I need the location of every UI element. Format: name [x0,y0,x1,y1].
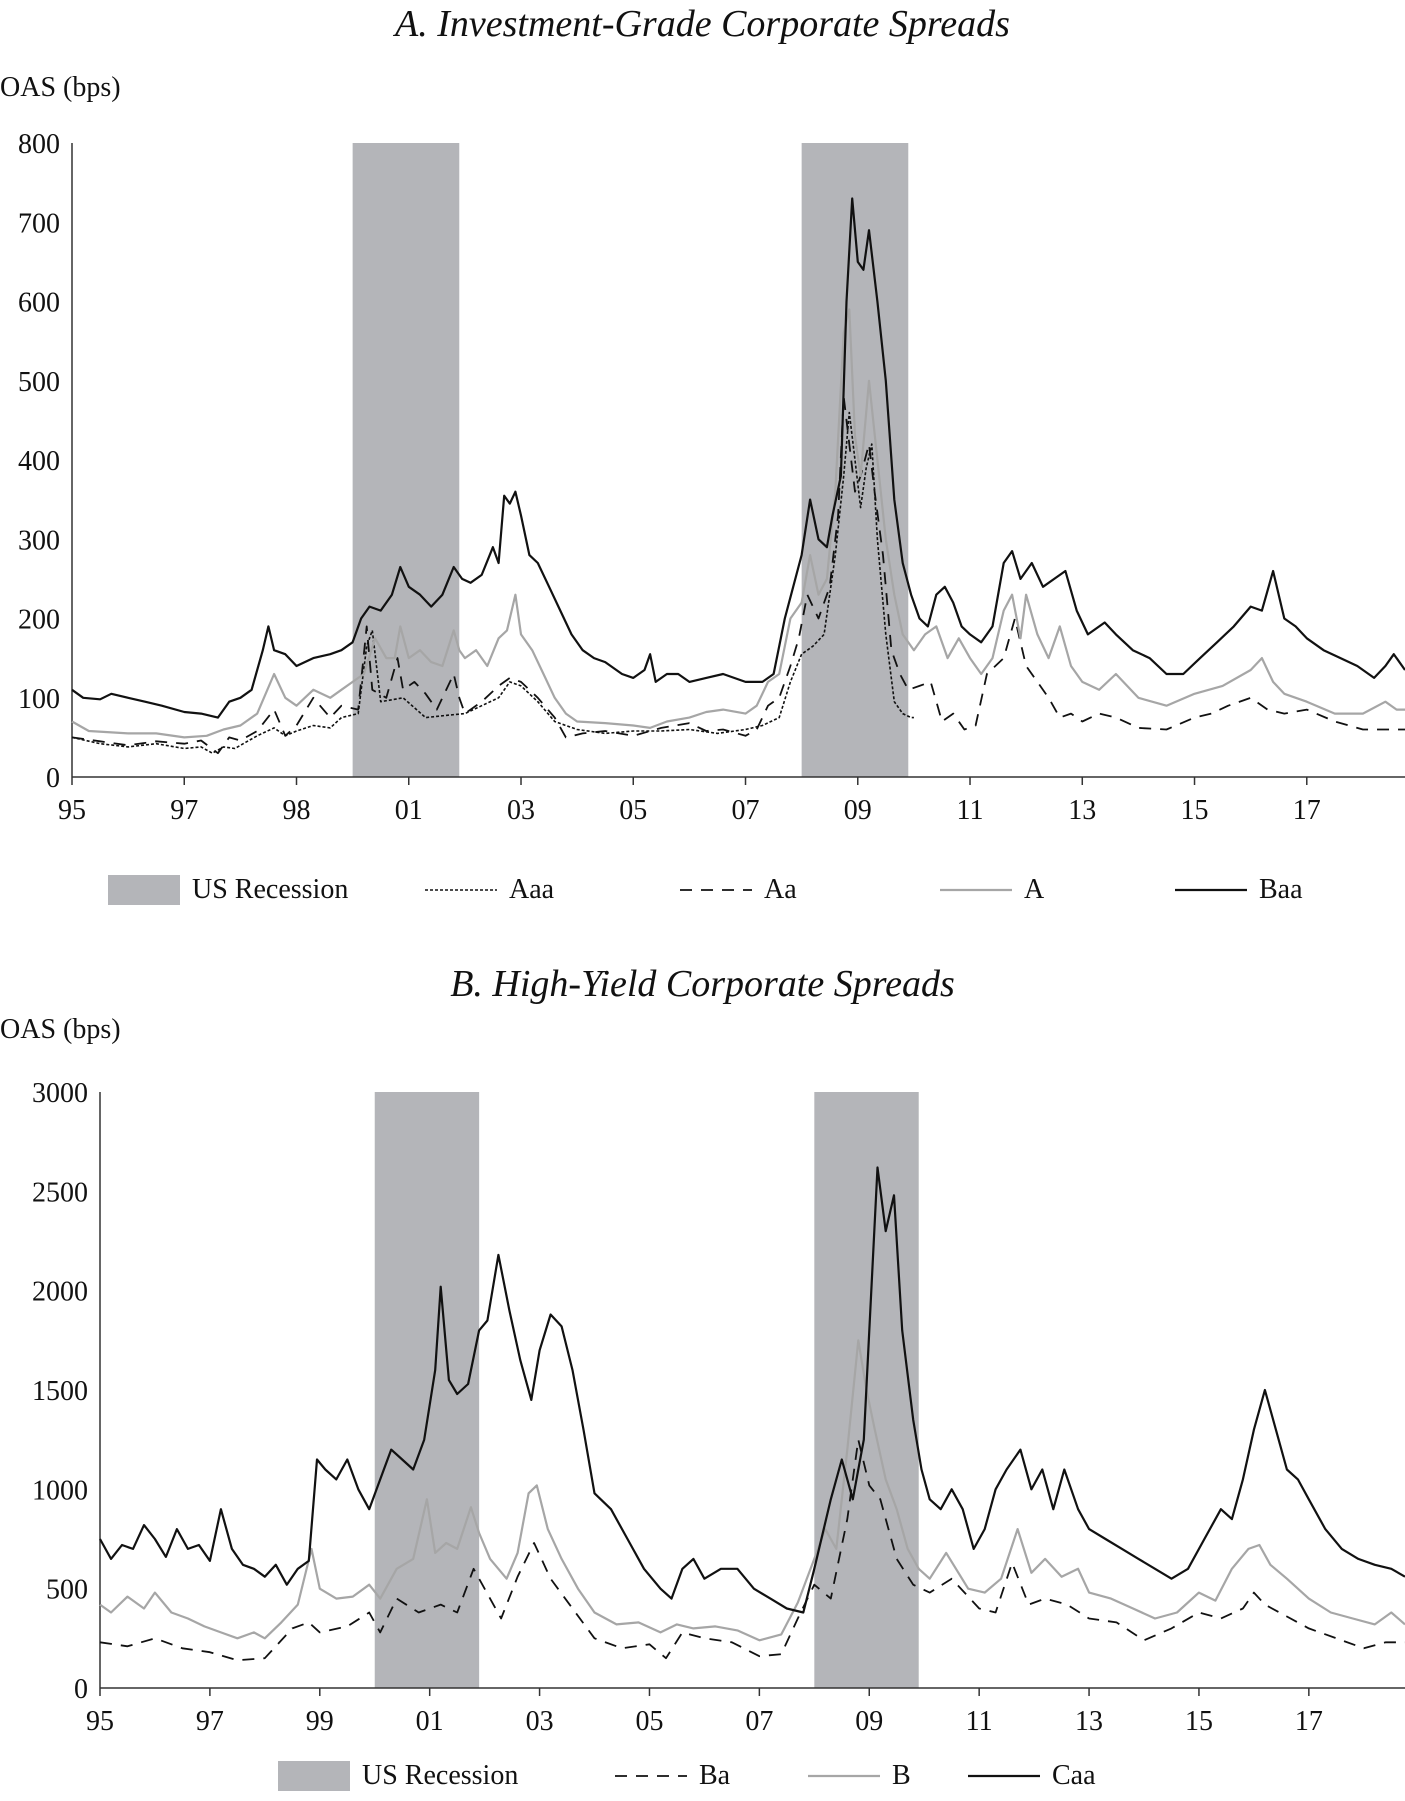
legend-item-baa: Baa [1175,868,1303,912]
line-chart: 0 500 1000 1500 2000 2500 3000 95 97 99 01 03 05 07 09… [32,1078,1405,1737]
x-tick-label: 99 [306,1706,334,1737]
x-tick-label: 97 [196,1706,224,1737]
x-tick-label: 13 [1068,795,1096,826]
solid-line-swatch [968,1774,1040,1778]
x-tick-label: 13 [1075,1706,1103,1737]
series-line-b [99,1339,1405,1642]
x-tick-label: 03 [507,795,535,826]
y-tick-label: 500 [46,1575,88,1606]
y-tick-label: 1500 [32,1376,88,1407]
y-tick-label: 2000 [32,1277,88,1308]
series-line-ba [99,1438,1405,1662]
x-tick-label: 98 [283,795,311,826]
series-line-aa [71,395,1405,755]
legend-item-recession: US Recession [278,1754,518,1798]
x-tick-label: 05 [619,795,647,826]
gray-line-swatch [808,1774,880,1778]
x-tick-label: 95 [86,1706,114,1737]
legend-label: A [1024,874,1045,905]
legend-item-aaa: Aaa [425,868,554,912]
legend-label: Baa [1259,874,1303,905]
legend: US Recession Ba B Caa [0,1754,1405,1798]
x-tick-label: 15 [1185,1706,1213,1737]
x-tick-label: 07 [745,1706,773,1737]
legend-label: US Recession [192,874,349,905]
legend-item-a: A [940,868,1044,912]
legend-label: Ba [699,1760,731,1791]
series-line-aaa [71,411,914,754]
y-tick-label: 100 [18,684,60,715]
x-tick-label: 11 [957,795,984,826]
x-tick-label: 09 [855,1706,883,1737]
gray-line-swatch [940,888,1012,892]
solid-line-swatch [1175,888,1247,892]
x-tick-label: 11 [966,1706,993,1737]
y-tick-label: 600 [18,288,60,319]
recession-band [352,143,460,777]
y-axis-label: OAS (bps) [0,72,121,103]
dashed-line-swatch [680,889,752,891]
legend-item-caa: Caa [968,1754,1096,1798]
x-tick-label: 15 [1181,795,1209,826]
y-tick-label: 500 [18,367,60,398]
x-tick-label: 17 [1293,795,1321,826]
recession-swatch [108,875,180,905]
y-axis-label: OAS (bps) [0,1014,121,1045]
recession-band [374,1092,480,1688]
legend-item-ba: Ba [615,1754,730,1798]
legend-item-aa: Aa [680,868,797,912]
x-tick-label: 05 [635,1706,663,1737]
dashed-line-swatch [615,1775,687,1777]
legend-item-b: B [808,1754,911,1798]
chart-title: A. Investment-Grade Corporate Spreads [395,3,1010,45]
y-tick-label: 700 [18,208,60,239]
chart-panel-b: B. High-Yield Corporate Spreads OAS (bps… [0,960,1405,1801]
dotted-line-swatch [425,889,497,891]
x-tick-label: 97 [170,795,198,826]
chart-panel-a: A. Investment-Grade Corporate Spreads OA… [0,3,1405,912]
legend-label: US Recession [362,1760,519,1791]
legend: US Recession Aaa Aa A Baa [0,868,1405,912]
legend-label: Caa [1052,1760,1096,1791]
x-tick-label: 09 [844,795,872,826]
y-tick-label: 1000 [32,1475,88,1506]
x-tick-label: 01 [395,795,423,826]
line-chart: 0 100 200 300 400 500 600 700 800 95 97 98 01 03 05 07 0… [18,129,1405,826]
y-tick-label: 0 [74,1674,88,1705]
series-line-baa [71,197,1405,719]
x-tick-label: 07 [732,795,760,826]
legend-label: Aaa [509,874,555,905]
recession-swatch [278,1761,350,1791]
x-tick-label: 01 [416,1706,444,1737]
x-tick-label: 17 [1295,1706,1323,1737]
y-tick-label: 400 [18,446,60,477]
y-tick-label: 0 [46,763,60,794]
y-tick-label: 200 [18,605,60,636]
series-line-a [71,308,1405,739]
y-tick-label: 800 [18,129,60,160]
x-tick-label: 95 [58,795,86,826]
legend-item-recession: US Recession [108,868,348,912]
legend-label: Aa [764,874,797,905]
y-tick-label: 300 [18,525,60,556]
legend-label: B [892,1760,911,1791]
x-tick-label: 03 [526,1706,554,1737]
y-tick-label: 3000 [32,1078,88,1109]
y-tick-label: 2500 [32,1177,88,1208]
series-line-caa [99,1166,1405,1614]
chart-title: B. High-Yield Corporate Spreads [450,963,955,1005]
